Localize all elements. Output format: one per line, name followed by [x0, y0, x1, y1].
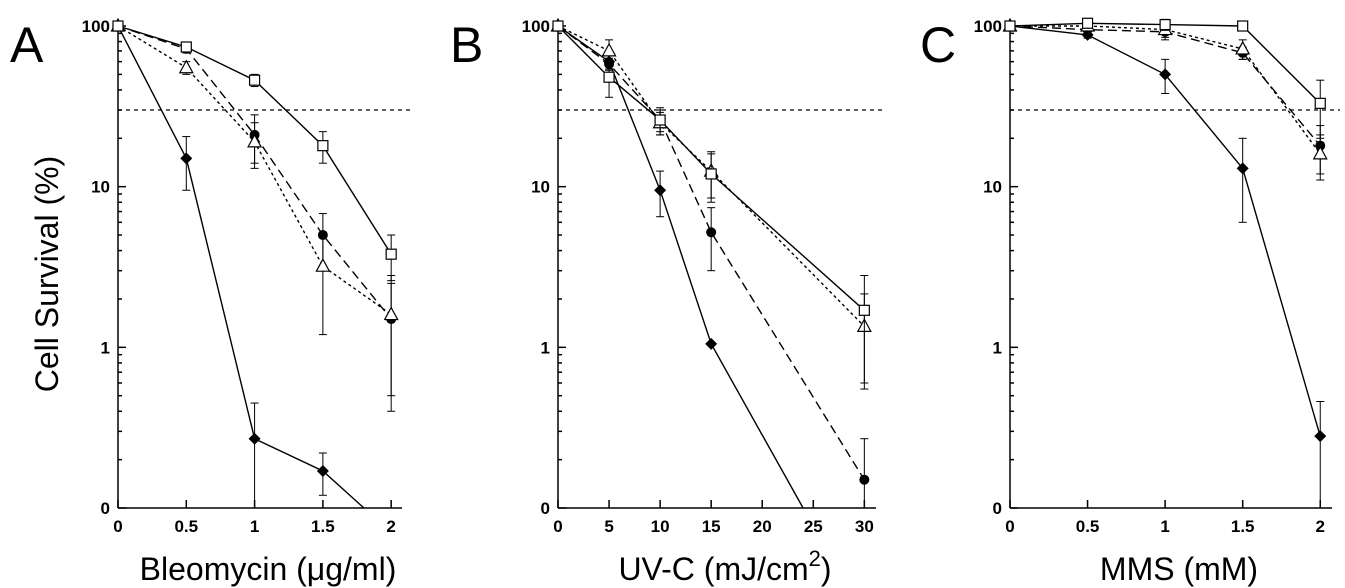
data-point-square [1237, 20, 1249, 32]
chart-panel-b: B 0 1 10 100 0 5 10 15 20 25 30 UV-C (mJ/cm2) [450, 17, 884, 587]
panel-letter: A [10, 17, 44, 73]
x-tick-label: 0.5 [1076, 517, 1100, 536]
x-tick-label: 0 [553, 517, 562, 536]
data-point-triangle [601, 42, 617, 57]
y-tick-label: 100 [82, 17, 110, 36]
data-point-triangle [315, 257, 331, 272]
data-point-square [112, 20, 124, 32]
data-point-triangle [383, 306, 399, 321]
x-tick-label: 0 [113, 517, 122, 536]
data-point-diamond [1314, 430, 1327, 443]
data-point-square [1081, 17, 1094, 29]
series-circle-filled [1005, 21, 1326, 175]
data-point-triangle [247, 133, 263, 148]
series-line [1010, 25, 1321, 155]
y-tick-label: 10 [91, 178, 110, 197]
x-tick-label: 10 [651, 517, 670, 536]
x-axis-label: UV-C (mJ/cm2) [618, 546, 831, 587]
series-diamond-filled [552, 20, 804, 509]
x-tick-label: 20 [753, 517, 772, 536]
data-point-diamond [1236, 162, 1249, 175]
series-triangle-open [550, 17, 872, 390]
data-point-square [705, 168, 717, 180]
x-tick-label: 2 [386, 517, 395, 536]
data-point-triangle [1312, 145, 1328, 160]
x-tick-label: 1 [1160, 517, 1169, 536]
data-point-square [552, 20, 564, 32]
y-tick-label: 1 [541, 338, 550, 357]
y-tick-label: 10 [983, 178, 1002, 197]
series-triangle-open [1002, 17, 1328, 181]
y-tick-label: 0 [541, 499, 550, 518]
data-point-square [858, 304, 870, 316]
series-square-open [1004, 17, 1326, 139]
data-point-diamond [654, 184, 667, 197]
data-point-circle [859, 474, 870, 485]
x-tick-label: 5 [604, 517, 613, 536]
series-line [117, 25, 392, 320]
x-tick-label: 30 [855, 517, 874, 536]
data-point-diamond [705, 337, 718, 350]
panel-letter: C [920, 17, 956, 73]
x-axis-label: MMS (mM) [1100, 551, 1258, 587]
data-point-square [654, 114, 666, 126]
y-tick-label: 0 [993, 499, 1002, 518]
data-point-triangle [1235, 40, 1251, 55]
x-tick-label: 0.5 [174, 517, 198, 536]
data-point-square [317, 140, 329, 152]
x-tick-label: 15 [702, 517, 721, 536]
data-point-square [180, 41, 192, 53]
x-tick-label: 0 [1005, 517, 1014, 536]
y-tick-label: 100 [522, 17, 550, 36]
data-point-square [603, 71, 615, 83]
x-tick-label: 1 [250, 517, 259, 536]
chart-panel-c: C 0 1 10 100 0 0.5 1 1.5 2 MMS (mM) [920, 17, 1340, 587]
panel-letter: B [450, 17, 483, 73]
data-point-square [385, 248, 397, 260]
data-point-square [248, 74, 261, 86]
y-tick-label: 100 [974, 17, 1002, 36]
y-tick-label: 0 [101, 499, 110, 518]
data-point-diamond [180, 152, 193, 165]
y-tick-label: 10 [531, 178, 550, 197]
data-point-diamond [316, 464, 329, 477]
data-point-square [1004, 20, 1016, 32]
series-square-open [552, 20, 870, 384]
y-axis-label: Cell Survival (%) [29, 156, 65, 392]
data-point-diamond [248, 432, 261, 445]
x-tick-label: 2 [1316, 517, 1325, 536]
series-line [117, 25, 392, 316]
y-tick-label: 1 [993, 338, 1002, 357]
series-square-open [112, 20, 397, 282]
x-tick-label: 25 [804, 517, 823, 536]
data-point-square [1314, 97, 1326, 109]
series-diamond-filled [1004, 20, 1327, 509]
series-circle-filled [553, 21, 870, 509]
data-point-diamond [1159, 68, 1172, 81]
x-tick-label: 1.5 [311, 517, 335, 536]
x-axis-label: Bleomycin (μg/ml) [140, 551, 397, 587]
data-point-circle [706, 227, 717, 238]
series-line [557, 25, 804, 509]
data-point-triangle [178, 59, 194, 74]
chart-panel-a: A 0 1 10 100 0 0.5 1 1.5 2 Bleomycin (μg/ml) [10, 17, 410, 587]
x-tick-label: 1.5 [1231, 517, 1255, 536]
y-tick-label: 1 [101, 338, 110, 357]
series-line [557, 25, 865, 481]
data-point-square [1159, 19, 1171, 31]
